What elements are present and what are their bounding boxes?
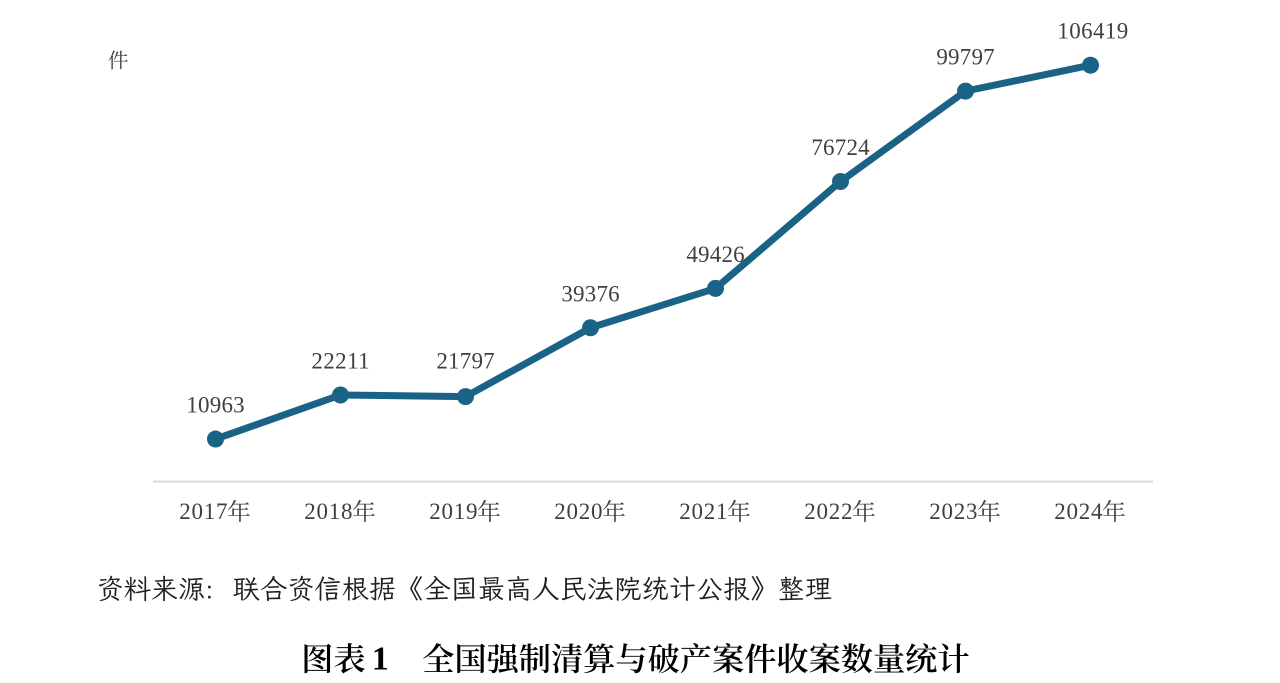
svg-text:2024: 2024 (1054, 499, 1103, 524)
svg-text:99797: 99797 (936, 45, 994, 70)
svg-text:39376: 39376 (561, 281, 619, 306)
svg-text:2022: 2022 (804, 499, 852, 524)
svg-text:2019: 2019 (429, 499, 477, 524)
svg-text:2017: 2017 (179, 499, 227, 524)
svg-text:1: 1 (372, 640, 389, 677)
svg-text:21797: 21797 (436, 349, 494, 374)
svg-text:2021: 2021 (679, 499, 727, 524)
svg-text:2023: 2023 (929, 499, 977, 524)
svg-text:2020: 2020 (554, 499, 602, 524)
svg-text:76724: 76724 (811, 135, 870, 160)
svg-text:22211: 22211 (311, 349, 369, 374)
svg-text:2018: 2018 (304, 499, 352, 524)
svg-text:10963: 10963 (186, 393, 244, 418)
svg-text:106419: 106419 (1057, 19, 1128, 44)
svg-text:49426: 49426 (686, 242, 744, 267)
